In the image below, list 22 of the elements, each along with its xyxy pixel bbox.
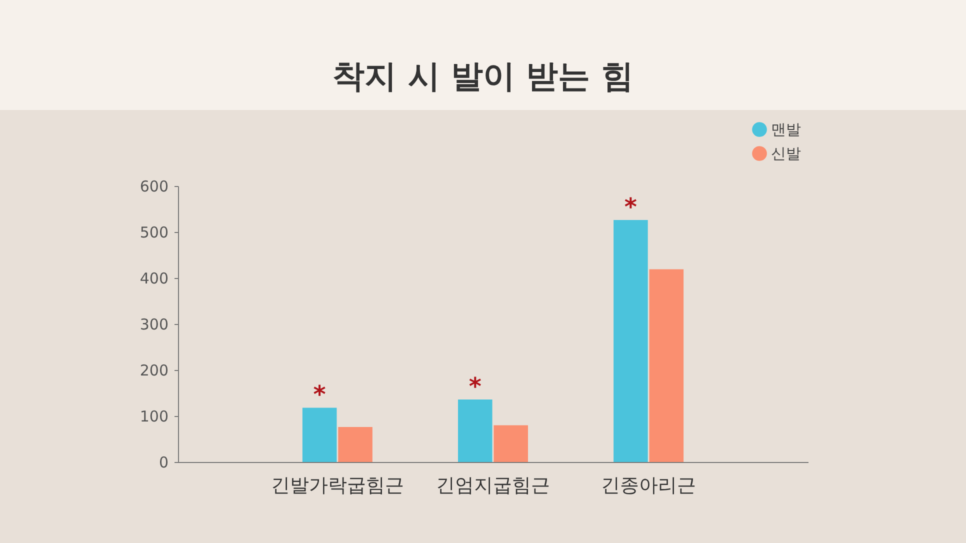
bar [494, 425, 528, 462]
bar [458, 399, 492, 462]
y-tick-label: 300 [140, 316, 168, 334]
legend-label: 신발 [771, 144, 801, 162]
bar [302, 408, 337, 462]
y-tick-label: 600 [140, 178, 168, 196]
legend-label: 맨발 [771, 120, 801, 138]
annotation: * [624, 193, 638, 222]
x-tick-label: 긴발가락굽힘근 [270, 474, 404, 496]
annotation: * [313, 380, 326, 409]
y-tick-label: 100 [140, 408, 168, 426]
y-tick-label: 200 [140, 362, 168, 380]
x-tick-label: 긴종아리근 [601, 474, 696, 496]
x-tick-label: 긴엄지굽힘근 [436, 474, 550, 496]
y-tick-label: 0 [158, 454, 168, 472]
annotation: * [468, 372, 482, 400]
bar [338, 427, 372, 462]
y-tick-label: 400 [140, 270, 168, 288]
chart-title: 착지 시 발이 받는 힘 [332, 56, 634, 97]
bar [614, 220, 648, 462]
bar [649, 269, 684, 462]
y-tick-label: 500 [140, 224, 168, 242]
